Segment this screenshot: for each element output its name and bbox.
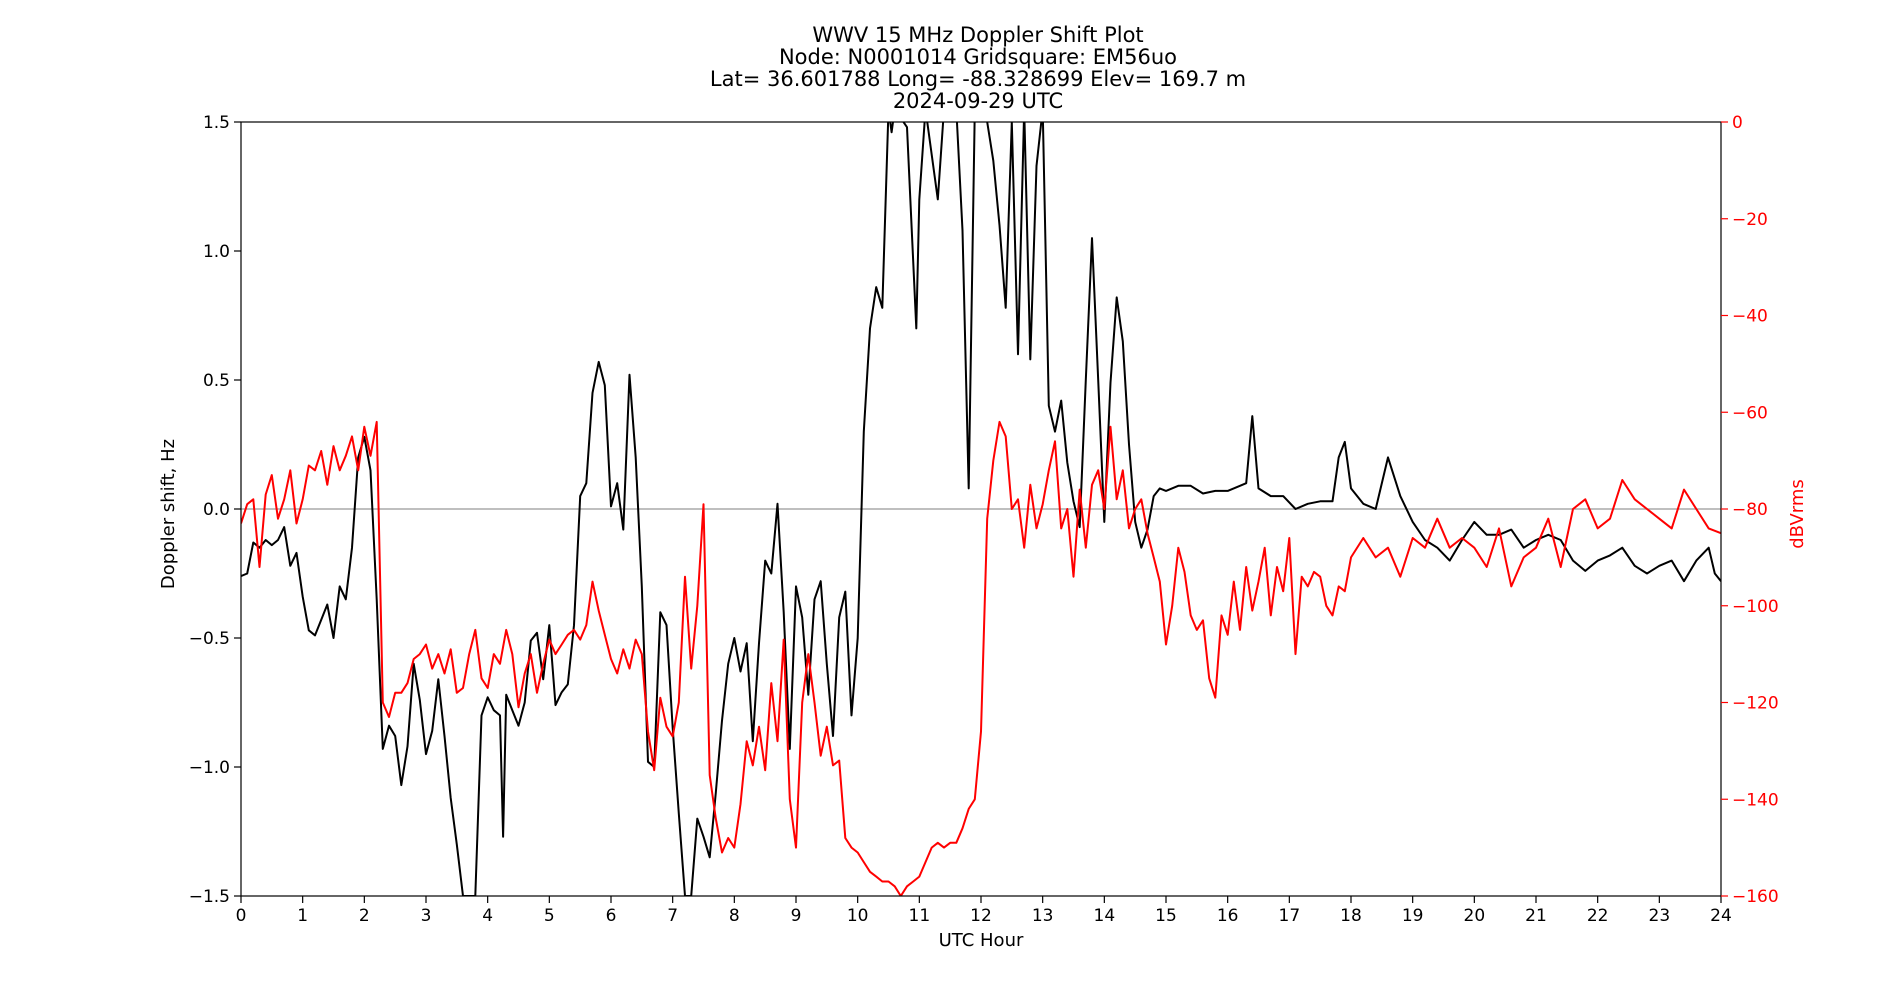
- x-tick-label: 21: [1525, 906, 1547, 926]
- x-tick-label: 11: [909, 906, 931, 926]
- x-tick-label: 10: [847, 906, 869, 926]
- title-line-2: Node: N0001014 Gridsquare: EM56uo: [779, 45, 1177, 69]
- x-tick-label: 23: [1649, 906, 1671, 926]
- x-tick-label: 24: [1710, 906, 1732, 926]
- x-tick-label: 0: [236, 906, 247, 926]
- y2-tick-label: −160: [1732, 887, 1779, 907]
- chart-title: WWV 15 MHz Doppler Shift Plot Node: N000…: [710, 23, 1246, 113]
- y2-tick-label: −20: [1732, 210, 1768, 230]
- x-tick-label: 12: [970, 906, 992, 926]
- x-tick-label: 9: [791, 906, 802, 926]
- x-tick-label: 16: [1217, 906, 1239, 926]
- y2-tick-label: −60: [1732, 403, 1768, 423]
- y2-tick-label: −100: [1732, 597, 1779, 617]
- x-tick-label: 4: [482, 906, 493, 926]
- x-tick-label: 7: [667, 906, 678, 926]
- x-tick-label: 14: [1094, 906, 1116, 926]
- y-tick-label: 0.5: [203, 371, 230, 391]
- x-axis-label: UTC Hour: [939, 930, 1024, 951]
- x-tick-label: 13: [1032, 906, 1054, 926]
- x-tick-label: 1: [297, 906, 308, 926]
- x-tick-label: 5: [544, 906, 555, 926]
- x-tick-label: 8: [729, 906, 740, 926]
- y-tick-label: 1.0: [203, 242, 230, 262]
- y-tick-label: −0.5: [189, 629, 230, 649]
- x-tick-label: 19: [1402, 906, 1424, 926]
- x-tick-label: 22: [1587, 906, 1609, 926]
- y2-tick-label: −120: [1732, 694, 1779, 714]
- x-tick-label: 15: [1155, 906, 1177, 926]
- x-tick-label: 18: [1340, 906, 1362, 926]
- x-tick-label: 2: [359, 906, 370, 926]
- x-tick-label: 20: [1464, 906, 1486, 926]
- y2-tick-label: −140: [1732, 790, 1779, 810]
- y-axis-label: Doppler shift, Hz: [158, 439, 179, 589]
- y2-axis-label: dBVrms: [1787, 479, 1808, 549]
- x-tick-label: 3: [421, 906, 432, 926]
- y-tick-label: 1.5: [203, 113, 230, 133]
- y2-tick-label: −40: [1732, 307, 1768, 327]
- y2-tick-label: −80: [1732, 500, 1768, 520]
- title-line-4: 2024-09-29 UTC: [893, 89, 1063, 113]
- doppler-series-line: [241, 122, 1721, 896]
- title-line-1: WWV 15 MHz Doppler Shift Plot: [812, 23, 1143, 47]
- plot-area: 0 1 2 3 4 5 6 7 8 9 10 11 12 13 14 15 16 17 18 19 20 21 22 23 24…: [189, 113, 1779, 926]
- y-tick-label: 0.0: [203, 500, 230, 520]
- y2-tick-label: 0: [1732, 113, 1743, 133]
- x-tick-label: 6: [606, 906, 617, 926]
- power-series-line: [241, 420, 1721, 896]
- y-tick-label: −1.0: [189, 758, 230, 778]
- x-tick-label: 17: [1279, 906, 1301, 926]
- title-line-3: Lat= 36.601788 Long= -88.328699 Elev= 16…: [710, 67, 1246, 91]
- y-tick-label: −1.5: [189, 887, 230, 907]
